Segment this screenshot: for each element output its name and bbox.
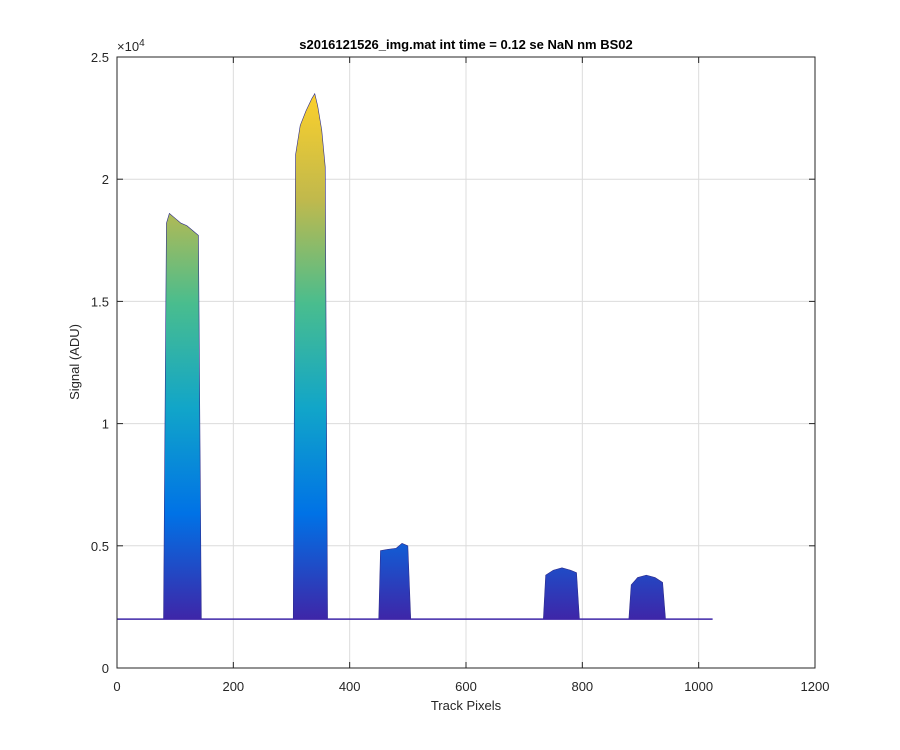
- chart-title: s2016121526_img.mat int time = 0.12 se N…: [299, 37, 633, 52]
- x-tick-label: 1200: [801, 679, 830, 694]
- x-tick-label: 400: [339, 679, 361, 694]
- y-tick-label: 1: [102, 417, 109, 432]
- y-exponent-label: ×104: [117, 38, 145, 54]
- y-tick-label: 1.5: [91, 294, 109, 309]
- x-tick-label: 800: [571, 679, 593, 694]
- y-axis-label: Signal (ADU): [67, 324, 82, 400]
- signal-peak-5: [628, 574, 666, 620]
- signal-peak-2: [292, 92, 328, 620]
- signal-peak-3: [378, 543, 412, 620]
- tick-labels: 0 200 400 600 800 1000 1200 0 0.5 1 1.5 2 2.5: [91, 50, 830, 694]
- y-exponent-power: 4: [139, 38, 145, 49]
- y-tick-label: 2: [102, 172, 109, 187]
- signal-peak-4: [543, 567, 580, 620]
- y-tick-label: 0: [102, 661, 109, 676]
- grid: [117, 57, 815, 668]
- x-tick-label: 600: [455, 679, 477, 694]
- axes: [116, 56, 816, 669]
- x-tick-label: 0: [113, 679, 120, 694]
- y-tick-label: 0.5: [91, 539, 109, 554]
- x-tick-label: 200: [222, 679, 244, 694]
- x-tick-label: 1000: [684, 679, 713, 694]
- y-exponent-base: ×10: [117, 39, 139, 54]
- signal-peak-1: [163, 212, 202, 620]
- x-axis-label: Track Pixels: [431, 698, 502, 713]
- signal-areas: [117, 92, 713, 620]
- y-tick-label: 2.5: [91, 50, 109, 65]
